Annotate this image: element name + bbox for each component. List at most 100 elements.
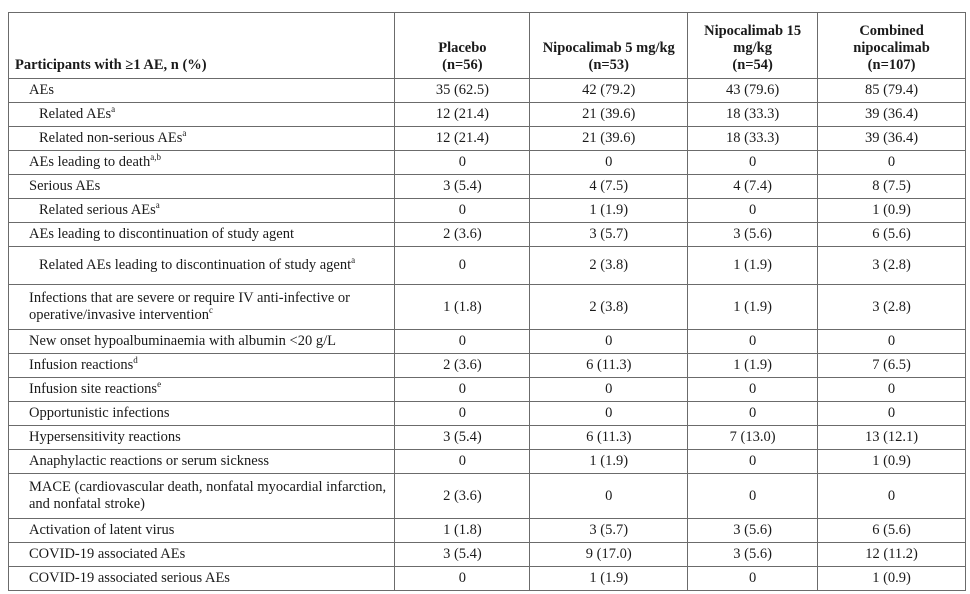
footnote-marker: d: [133, 355, 138, 366]
row-label: Related AEsa: [7, 102, 396, 127]
row-label: Opportunistic infections: [7, 401, 396, 426]
table-row: Anaphylactic reactions or serum sickness…: [7, 449, 966, 474]
row-label: COVID-19 associated AEs: [7, 542, 396, 567]
cell-value: 18 (33.3): [687, 126, 819, 151]
row-label: Related serious AEsa: [7, 198, 396, 223]
row-label-text: MACE (cardiovascular death, nonfatal myo…: [29, 479, 387, 512]
cell-value: 1 (0.9): [817, 566, 966, 591]
cell-value: 3 (2.8): [817, 284, 966, 330]
cell-value: 12 (21.4): [394, 102, 531, 127]
cell-value: 3 (5.4): [394, 542, 531, 567]
cell-value: 6 (11.3): [529, 353, 689, 378]
cell-value: 39 (36.4): [817, 126, 966, 151]
cell-value: 0: [394, 401, 531, 426]
footnote-marker: a: [182, 128, 187, 139]
cell-value: 0: [394, 329, 531, 354]
header-row: Participants with ≥1 AE, n (%) Placebo (n…: [7, 12, 966, 79]
cell-value: 0: [687, 449, 819, 474]
cell-value: 2 (3.8): [529, 246, 689, 285]
row-label-text: AEs leading to discontinuation of study …: [29, 226, 294, 242]
cell-value: 6 (5.6): [817, 222, 966, 247]
cell-value: 2 (3.6): [394, 353, 531, 378]
row-label-text: Anaphylactic reactions or serum sickness: [29, 453, 269, 469]
cell-value: 0: [529, 150, 689, 175]
cell-value: 9 (17.0): [529, 542, 689, 567]
cell-value: 0: [817, 401, 966, 426]
cell-value: 12 (21.4): [394, 126, 531, 151]
row-label-text: Opportunistic infections: [29, 405, 170, 421]
cell-value: 1 (1.9): [529, 198, 689, 223]
cell-value: 0: [394, 246, 531, 285]
table-row: MACE (cardiovascular death, nonfatal myo…: [7, 473, 966, 519]
cell-value: 1 (1.8): [394, 518, 531, 543]
adverse-events-table: Participants with ≥1 AE, n (%) Placebo (n…: [7, 12, 966, 591]
table-row: Infusion reactionsd 2 (3.6) 6 (11.3) 1 (1.9…: [7, 353, 966, 378]
row-label-text: Infections that are severe or require IV…: [29, 290, 350, 323]
cell-value: 0: [529, 473, 689, 519]
table-row: Related AEs leading to discontinuation o…: [7, 246, 966, 285]
cell-value: 0: [817, 473, 966, 519]
cell-value: 2 (3.6): [394, 473, 531, 519]
cell-value: 0: [394, 150, 531, 175]
row-label-text: Related serious AEs: [39, 202, 156, 218]
footnote-marker: a,b: [150, 152, 161, 163]
cell-value: 3 (5.4): [394, 174, 531, 199]
table-row: AEs 35 (62.5) 42 (79.2) 43 (79.6) 85 (79.4): [7, 78, 966, 103]
cell-value: 1 (1.8): [394, 284, 531, 330]
row-label-text: Infusion reactions: [29, 357, 134, 373]
cell-value: 43 (79.6): [687, 78, 819, 103]
row-label: Infusion reactionsd: [7, 353, 396, 378]
cell-value: 21 (39.6): [529, 102, 689, 127]
row-label-text: COVID-19 associated AEs: [29, 546, 186, 562]
cell-value: 12 (11.2): [817, 542, 966, 567]
row-label-text: Serious AEs: [29, 178, 101, 194]
cell-value: 0: [529, 377, 689, 402]
cell-value: 4 (7.4): [687, 174, 819, 199]
row-label: COVID-19 associated serious AEs: [7, 566, 396, 591]
row-label: Infections that are severe or require IV…: [7, 284, 396, 330]
cell-value: 1 (1.9): [529, 449, 689, 474]
row-label: Serious AEs: [7, 174, 396, 199]
cell-value: 7 (6.5): [817, 353, 966, 378]
table-row: COVID-19 associated AEs 3 (5.4) 9 (17.0) 3 …: [7, 542, 966, 567]
cell-value: 0: [529, 401, 689, 426]
cell-value: 13 (12.1): [817, 425, 966, 450]
row-label: AEs leading to discontinuation of study …: [7, 222, 396, 247]
row-label-text: Related AEs: [39, 106, 112, 122]
header-nipocalimab-5: Nipocalimab 5 mg/kg (n=53): [529, 12, 689, 79]
header-placebo: Placebo (n=56): [394, 12, 531, 79]
table-row: Serious AEs 3 (5.4) 4 (7.5) 4 (7.4) 8 (7.5): [7, 174, 966, 199]
cell-value: 3 (2.8): [817, 246, 966, 285]
table-row: AEs leading to deatha,b 0 0 0 0: [7, 150, 966, 175]
cell-value: 0: [687, 473, 819, 519]
cell-value: 1 (1.9): [687, 353, 819, 378]
table-row: Infusion site reactionse 0 0 0 0: [7, 377, 966, 402]
cell-value: 1 (1.9): [687, 246, 819, 285]
row-label-text: AEs leading to death: [29, 154, 151, 170]
header-combined: Combined nipocalimab (n=107): [817, 12, 966, 79]
row-label: New onset hypoalbuminaemia with albumin …: [7, 329, 396, 354]
cell-value: 0: [687, 566, 819, 591]
table-row: Related serious AEsa 0 1 (1.9) 0 1 (0.9): [7, 198, 966, 223]
cell-value: 2 (3.6): [394, 222, 531, 247]
cell-value: 3 (5.6): [687, 518, 819, 543]
table-row: New onset hypoalbuminaemia with albumin …: [7, 329, 966, 354]
cell-value: 21 (39.6): [529, 126, 689, 151]
table-row: Opportunistic infections 0 0 0 0: [7, 401, 966, 426]
footnote-marker: e: [157, 379, 162, 390]
cell-value: 85 (79.4): [817, 78, 966, 103]
cell-value: 3 (5.6): [687, 222, 819, 247]
cell-value: 6 (11.3): [529, 425, 689, 450]
cell-value: 3 (5.7): [529, 222, 689, 247]
table-row: AEs leading to discontinuation of study …: [7, 222, 966, 247]
table-row: Hypersensitivity reactions 3 (5.4) 6 (11.3…: [7, 425, 966, 450]
row-label: MACE (cardiovascular death, nonfatal myo…: [7, 473, 396, 519]
cell-value: 0: [687, 377, 819, 402]
cell-value: 6 (5.6): [817, 518, 966, 543]
table-row: Activation of latent virus 1 (1.8) 3 (5.7)…: [7, 518, 966, 543]
cell-value: 0: [529, 329, 689, 354]
table-row: Related AEsa 12 (21.4) 21 (39.6) 18 (33.3) 3…: [7, 102, 966, 127]
cell-value: 7 (13.0): [687, 425, 819, 450]
cell-value: 3 (5.6): [687, 542, 819, 567]
cell-value: 0: [687, 401, 819, 426]
